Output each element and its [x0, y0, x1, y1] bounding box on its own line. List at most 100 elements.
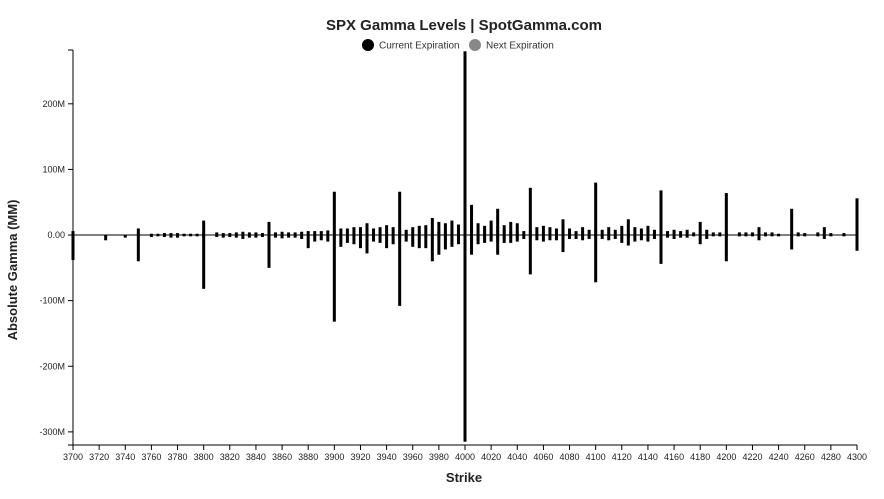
gamma-bar [718, 232, 722, 237]
gamma-bar [476, 223, 480, 245]
x-tick-label: 3980 [429, 452, 449, 462]
y-axis-title: Absolute Gamma (MM) [5, 200, 20, 341]
x-tick-label: 3720 [89, 452, 109, 462]
gamma-bar [496, 208, 500, 255]
gamma-bar [646, 225, 650, 242]
gamma-bar [313, 231, 317, 242]
x-axis: 3700 3720 3740 3760 3780 3800 3820 3840 3860 3880… [63, 444, 867, 462]
gamma-bar [489, 220, 493, 242]
x-tick-label: 3760 [141, 452, 161, 462]
gamma-bar [652, 229, 656, 239]
bars-current-expiration [71, 51, 859, 442]
gamma-bar [136, 228, 140, 262]
y-tick-label: 100M [42, 164, 65, 174]
gamma-bar [456, 224, 460, 245]
gamma-bar [424, 225, 428, 249]
x-tick-label: 4280 [821, 452, 841, 462]
x-tick-label: 3700 [63, 452, 83, 462]
gamma-bar [607, 227, 611, 241]
gamma-bar [339, 228, 343, 247]
gamma-bar [417, 225, 421, 249]
gamma-bar [385, 225, 389, 249]
gamma-bar [443, 223, 447, 250]
y-tick-label: -100M [39, 296, 65, 306]
gamma-bar [104, 235, 108, 241]
gamma-bar [587, 229, 591, 239]
gamma-bar [685, 229, 689, 238]
gamma-bar [633, 227, 637, 242]
x-tick-label: 3780 [168, 452, 188, 462]
gamma-bar [581, 227, 585, 241]
x-tick-label: 4140 [638, 452, 658, 462]
gamma-bar [666, 231, 670, 238]
legend-label-current: Current Expiration [379, 41, 460, 52]
gamma-bar [470, 204, 474, 255]
gamma-bar [639, 228, 643, 241]
gamma-bar [692, 232, 696, 237]
gamma-bar [267, 221, 271, 268]
gamma-bar [737, 232, 741, 237]
gamma-bar [711, 232, 715, 237]
x-tick-label: 4240 [769, 452, 789, 462]
x-tick-label: 4180 [690, 452, 710, 462]
gamma-bar [613, 229, 617, 239]
x-tick-label: 3860 [272, 452, 292, 462]
gamma-bar [561, 219, 565, 253]
legend-marker-next [469, 39, 481, 51]
gamma-bar [698, 221, 702, 245]
gamma-bar [450, 220, 454, 247]
gamma-bar [855, 198, 859, 251]
gamma-bar [352, 227, 356, 245]
gamma-bar [123, 235, 127, 238]
gamma-bar [358, 227, 362, 249]
gamma-bar [816, 232, 820, 237]
x-tick-label: 3940 [377, 452, 397, 462]
gamma-bar [463, 51, 467, 442]
x-tick-label: 3920 [350, 452, 370, 462]
legend-marker-current [362, 39, 374, 51]
gamma-bar [411, 227, 415, 247]
y-tick-label: -300M [39, 427, 65, 437]
gamma-bar [757, 227, 761, 241]
x-tick-label: 3740 [115, 452, 135, 462]
y-axis: 200M 100M 0.00 -100M -200M -300M [39, 49, 74, 446]
x-tick-label: 3880 [298, 452, 318, 462]
gamma-bar [764, 232, 768, 237]
x-tick-label: 4080 [560, 452, 580, 462]
gamma-bar [568, 228, 572, 239]
gamma-bar [71, 231, 75, 260]
gamma-bar [345, 228, 349, 243]
gamma-bar [679, 231, 683, 238]
gamma-bar [541, 225, 545, 242]
y-tick-label: 0.00 [47, 230, 65, 240]
x-tick-label: 3840 [246, 452, 266, 462]
gamma-bar [770, 232, 774, 237]
x-tick-label: 3960 [403, 452, 423, 462]
x-tick-label: 3820 [220, 452, 240, 462]
x-tick-label: 4020 [481, 452, 501, 462]
gamma-bar [594, 182, 598, 283]
legend-label-next: Next Expiration [486, 41, 554, 52]
gamma-bar [790, 208, 794, 250]
gamma-bar [326, 230, 330, 242]
x-tick-label: 4160 [664, 452, 684, 462]
x-tick-label: 3900 [324, 452, 344, 462]
gamma-bar [659, 190, 663, 264]
gamma-bar [509, 221, 513, 243]
gamma-bar [502, 225, 506, 243]
gamma-bar [744, 232, 748, 237]
y-tick-label: -200M [39, 361, 65, 371]
x-tick-label: 4260 [795, 452, 815, 462]
gamma-bar [535, 227, 539, 241]
chart-title: SPX Gamma Levels | SpotGamma.com [326, 17, 602, 34]
x-tick-label: 4300 [847, 452, 867, 462]
y-tick-label: 200M [42, 99, 65, 109]
gamma-bar [672, 229, 676, 239]
gamma-bar [822, 227, 826, 239]
gamma-bar [319, 231, 323, 241]
gamma-bar [548, 227, 552, 241]
gamma-bar [437, 221, 441, 255]
x-tick-label: 4000 [455, 452, 475, 462]
gamma-bar [528, 187, 532, 275]
